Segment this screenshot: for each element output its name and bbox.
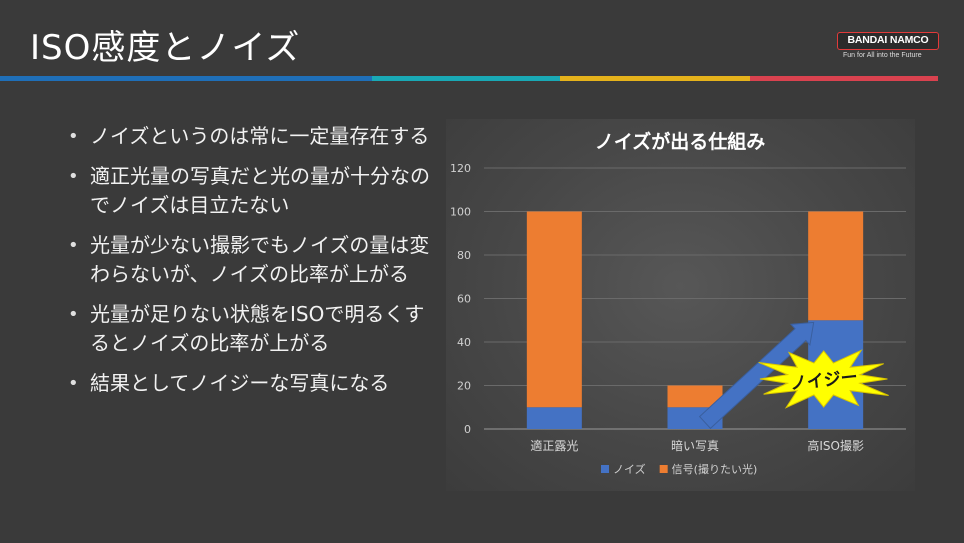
bullet-item: ノイズというのは常に一定量存在する [62,122,432,151]
x-tick-label: 高ISO撮影 [807,438,864,453]
header-stripe-yellow [560,76,750,81]
y-tick-label: 60 [457,293,471,306]
bar-segment [667,385,723,408]
y-tick-label: 20 [457,380,471,393]
bullet-item: 結果としてノイジーな写真になる [62,369,432,398]
legend-label: 信号(撮りたい光) [672,462,758,476]
x-tick-label: 適正露光 [530,438,578,453]
x-tick-label: 暗い写真 [671,438,719,453]
y-tick-label: 40 [457,336,471,349]
bullet-item: 光量が少ない撮影でもノイズの量は変わらないが、ノイズの比率が上がる [62,231,432,289]
legend-swatch [601,465,609,473]
y-tick-label: 100 [450,206,471,219]
bandai-namco-logo: BANDAI NAMCO Fun for All into the Future [837,32,941,64]
chart-panel: ノイズが出る仕組み 0 20 40 60 80 100 120 適正露光 暗い写真 高ISO撮影ノイ… [446,119,915,491]
stacked-bar-chart: ノイズが出る仕組み 0 20 40 60 80 100 120 適正露光 暗い写真 高ISO撮影ノイ… [450,130,906,476]
bar-segment [526,407,582,429]
header-stripe-blue [0,76,372,81]
bullet-list: ノイズというのは常に一定量存在する 適正光量の写真だと光の量が十分なのでノイズは… [62,122,432,409]
logo-tagline: Fun for All into the Future [843,52,922,59]
bar-segment [808,211,864,321]
y-tick-label: 80 [457,249,471,262]
header-stripe-teal [372,76,560,81]
arrow-shape [698,321,815,430]
header-stripe-red [750,76,938,81]
legend-swatch [659,465,668,473]
noisy-burst-shape [758,349,889,409]
logo-wordmark: BANDAI NAMCO [837,32,939,50]
bullet-item: 光量が足りない状態をISOで明るくするとノイズの比率が上がる [62,300,432,358]
chart-title: ノイズが出る仕組み [595,130,765,153]
slide-title: ISO感度とノイズ [30,28,301,68]
y-tick-label: 120 [450,162,471,175]
legend-label: ノイズ [613,462,646,476]
y-tick-label: 0 [464,423,471,436]
bar-segment [526,211,582,408]
bullet-item: 適正光量の写真だと光の量が十分なのでノイズは目立たない [62,162,432,220]
